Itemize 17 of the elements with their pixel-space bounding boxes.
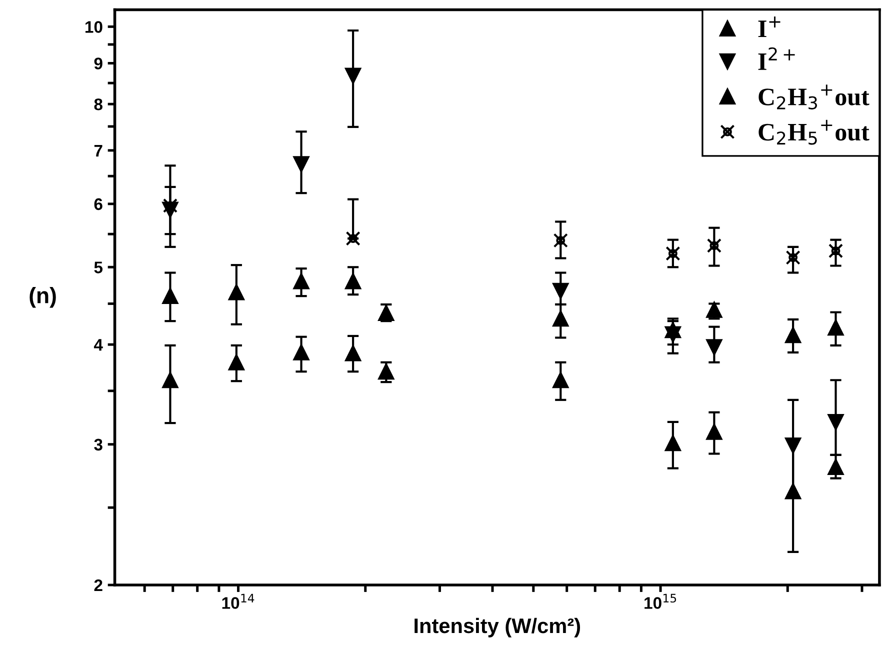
x-axis-title: Intensity (W/cm²): [414, 618, 580, 638]
legend-label: C$_{2}$H$_{5}$$^{+}$out: [758, 120, 870, 145]
y-tick-label: 6: [94, 198, 102, 210]
legend-label: C$_{2}$H$_{3}$$^{+}$out: [758, 84, 870, 110]
y-tick-label: 3: [94, 438, 102, 451]
x-tick-label: 10$^{15}$: [644, 594, 676, 609]
legend-label: I$^{2+}$: [758, 47, 795, 70]
y-tick-label: 9: [94, 58, 102, 70]
y-tick-label: 7: [94, 144, 102, 156]
x-tick-label: 10$^{14}$: [222, 594, 254, 609]
legend-label: I$^{+}$: [758, 16, 780, 38]
y-tick-label: 2: [94, 579, 102, 592]
y-tick-label: 10: [85, 21, 102, 33]
y-tick-label: 5: [94, 262, 103, 274]
y-tick-label: 8: [94, 98, 102, 110]
y-tick-label: 4: [94, 339, 103, 351]
y-axis-title: (n): [30, 287, 56, 308]
